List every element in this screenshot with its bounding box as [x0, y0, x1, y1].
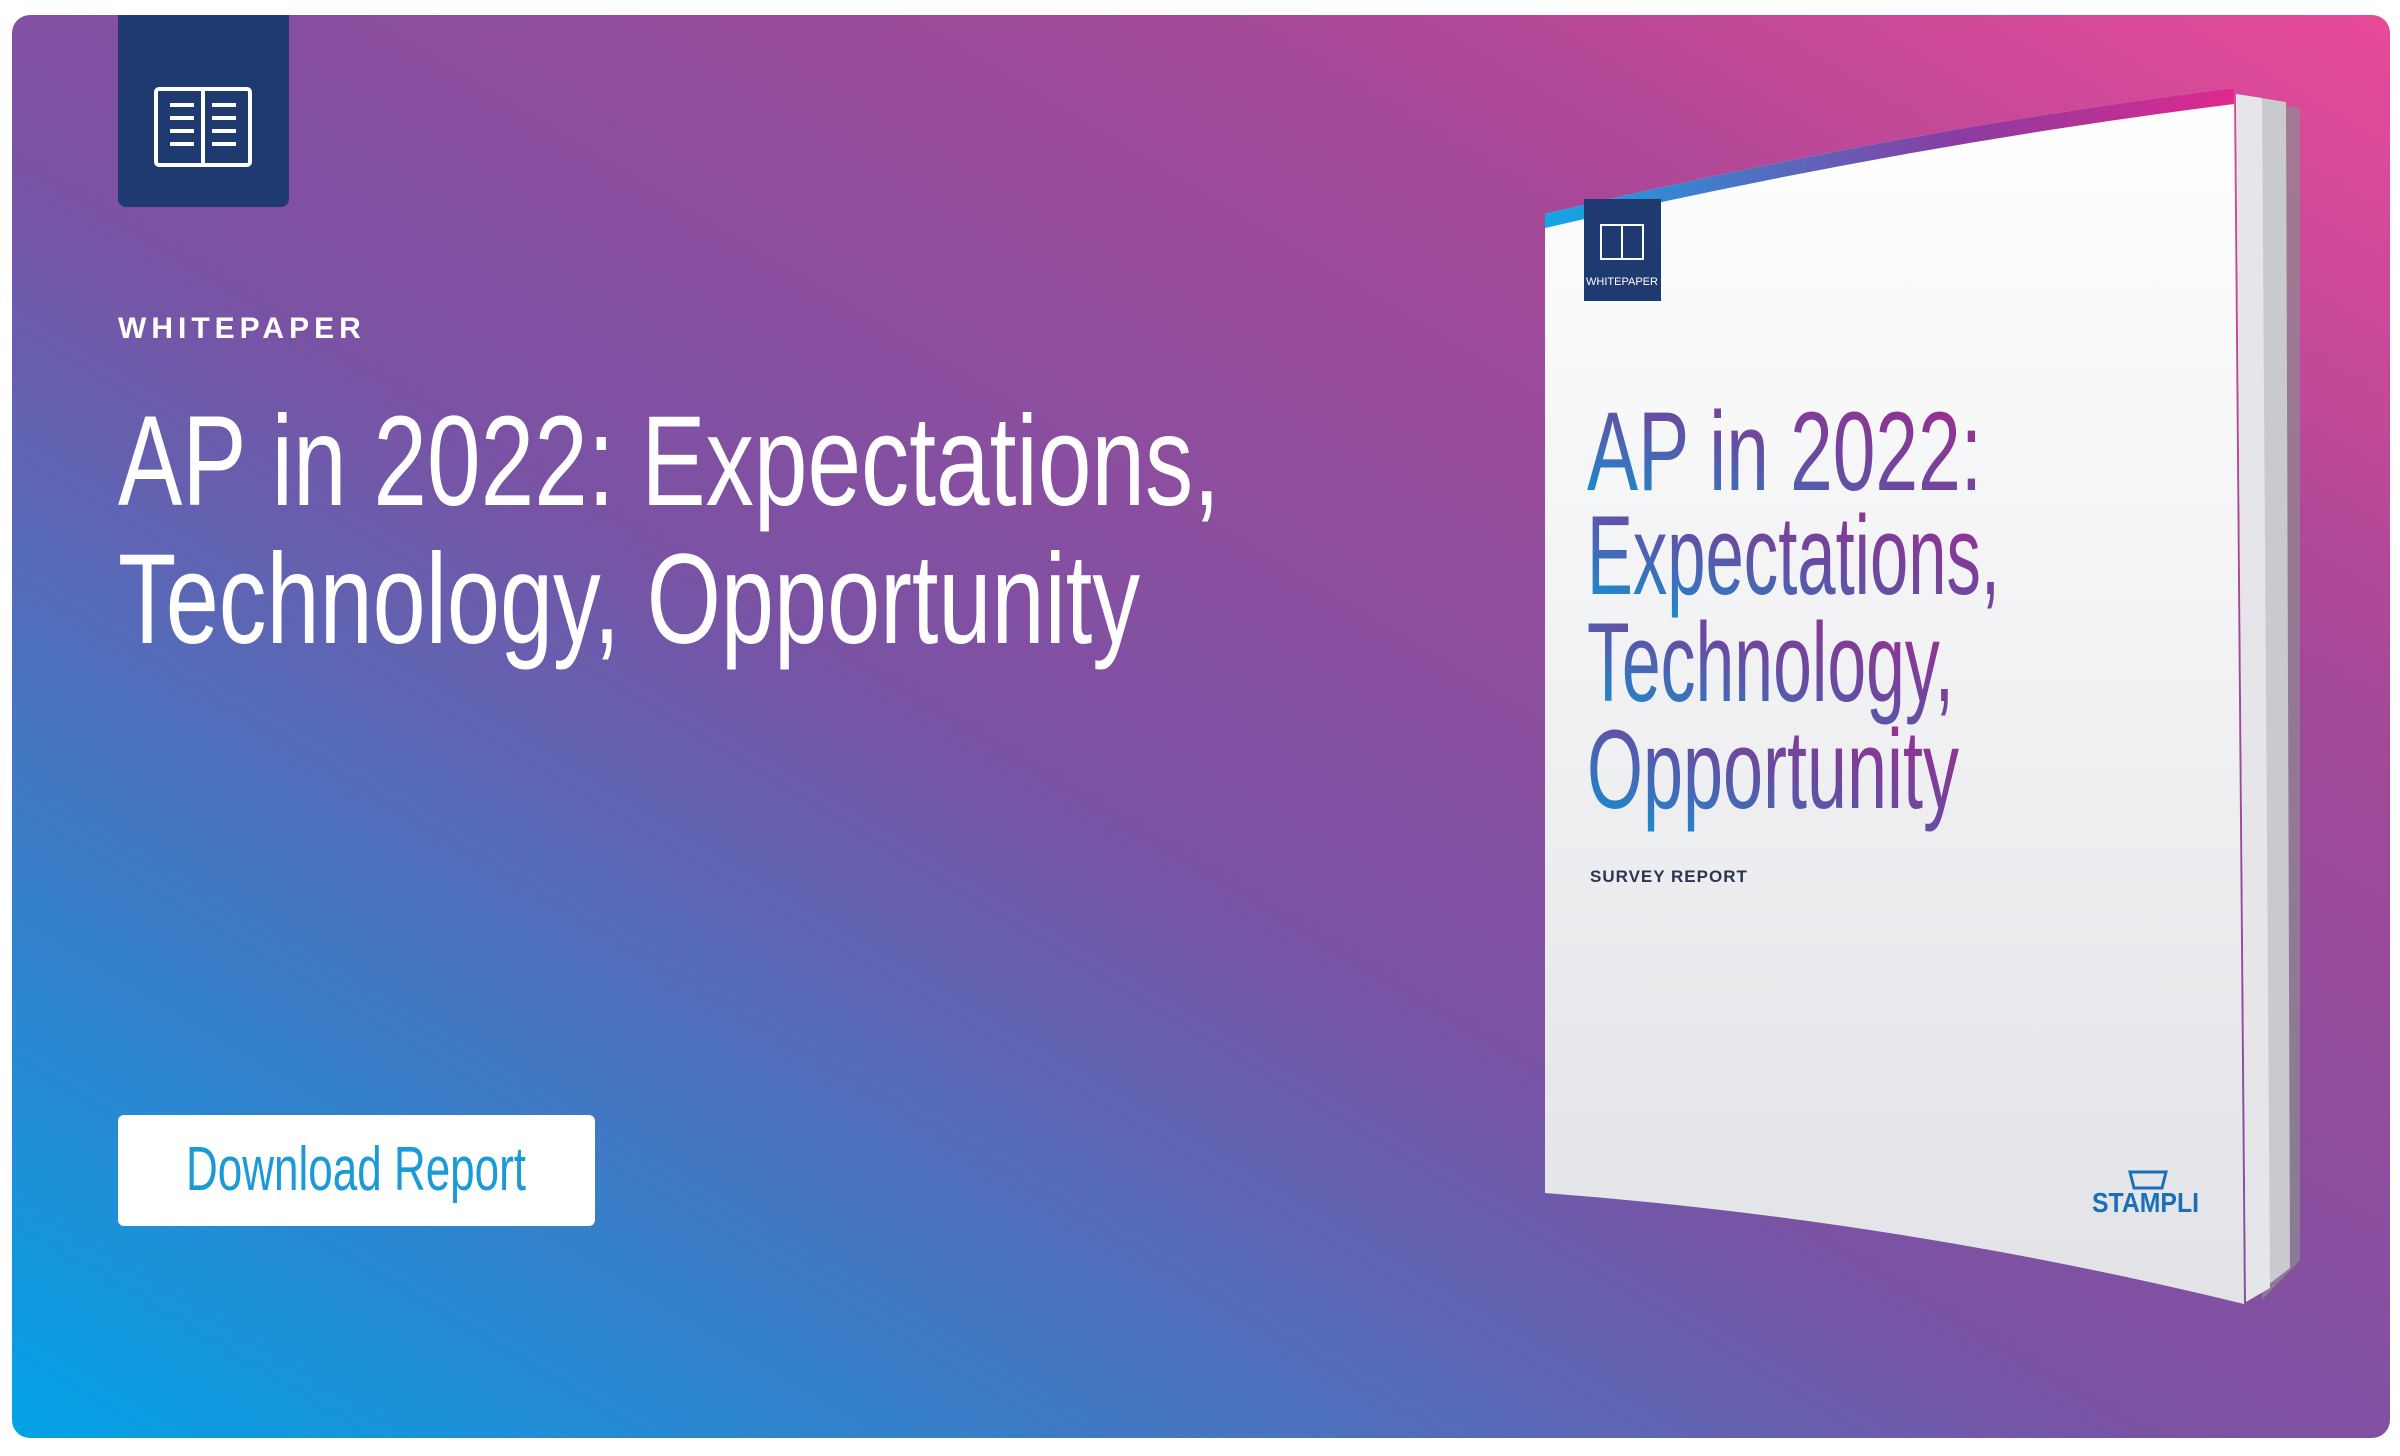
button-label[interactable]: Download Report	[186, 1135, 526, 1204]
cover-title-line: AP in 2022:	[1587, 389, 1982, 514]
book-cover	[1545, 88, 2244, 1304]
cover-title-line: Technology,	[1587, 600, 1954, 725]
cover-label: WHITEPAPER	[1586, 276, 1658, 288]
icon-box	[118, 15, 289, 207]
title-line: AP in 2022: Expectations,	[118, 390, 1220, 533]
title-line: Technology, Opportunity	[118, 528, 1140, 671]
download-button[interactable]: Download Report	[118, 1115, 595, 1226]
cover-title-line: Expectations,	[1587, 493, 2000, 618]
book-mockup: WHITEPAPER AP in 2022: Expectations, Tec…	[1545, 88, 2300, 1304]
label: WHITEPAPER	[118, 312, 366, 345]
cover-title-line: Opportunity	[1587, 707, 1959, 832]
cover-subtitle: SURVEY REPORT	[1590, 867, 1748, 886]
cover-brand: STAMPLI	[2092, 1187, 2199, 1218]
button-bg[interactable]	[118, 1115, 595, 1226]
